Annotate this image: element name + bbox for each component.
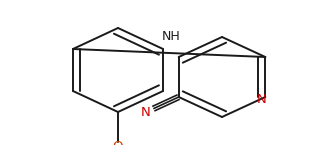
Text: NH: NH	[162, 30, 181, 43]
Text: N: N	[256, 93, 266, 106]
Text: O: O	[113, 141, 123, 145]
Text: N: N	[141, 106, 151, 119]
